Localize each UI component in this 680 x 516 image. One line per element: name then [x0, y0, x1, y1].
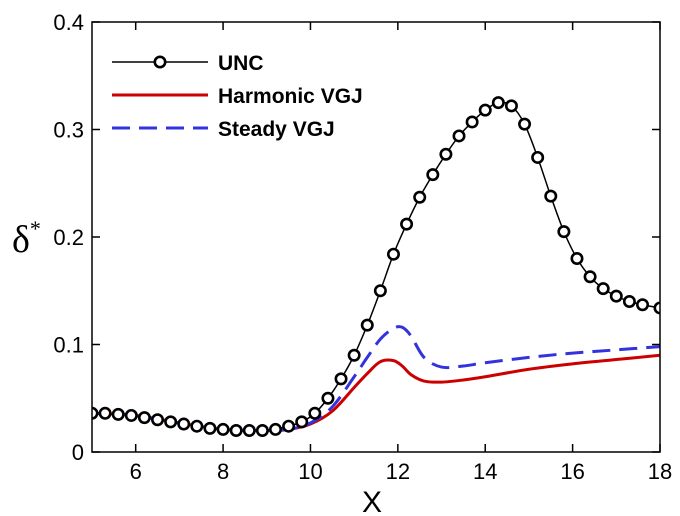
y-tick-label: 0.1 [53, 333, 84, 358]
data-point-unc [336, 374, 346, 384]
data-point-unc [559, 226, 569, 236]
x-tick-label: 16 [560, 459, 584, 484]
data-point-unc [283, 421, 293, 431]
x-tick-label: 18 [648, 459, 672, 484]
data-point-unc [480, 105, 490, 115]
data-point-unc [165, 417, 175, 427]
data-point-unc [244, 425, 254, 435]
x-tick-label: 8 [217, 459, 229, 484]
data-point-unc [310, 408, 320, 418]
data-point-unc [349, 350, 359, 360]
data-point-unc [441, 149, 451, 159]
data-point-unc [493, 97, 503, 107]
data-point-unc [572, 253, 582, 263]
x-tick-label: 6 [130, 459, 142, 484]
data-point-unc [179, 419, 189, 429]
data-point-unc [139, 412, 149, 422]
data-point-unc [414, 192, 424, 202]
data-point-unc [323, 393, 333, 403]
data-point-unc [428, 169, 438, 179]
data-point-unc [637, 300, 647, 310]
x-tick-label: 12 [386, 459, 410, 484]
data-point-unc [375, 286, 385, 296]
legend-label-harmonic-vgj: Harmonic VGJ [218, 85, 363, 108]
y-axis-label-main: δ [12, 219, 30, 261]
data-point-unc [388, 249, 398, 259]
y-tick-label: 0.4 [53, 10, 84, 35]
data-point-unc [401, 219, 411, 229]
data-point-unc [152, 415, 162, 425]
y-tick-label: 0 [72, 440, 84, 465]
legend-label-unc: UNC [218, 52, 264, 75]
data-point-unc [546, 191, 556, 201]
legend: UNC Harmonic VGJ Steady VGJ [112, 52, 363, 141]
data-point-unc [598, 283, 608, 293]
data-point-unc [467, 117, 477, 127]
data-point-unc [192, 421, 202, 431]
data-point-unc [270, 424, 280, 434]
y-axis-label-superscript: * [30, 216, 41, 241]
y-tick-label: 0.2 [53, 225, 84, 250]
data-point-unc [100, 408, 110, 418]
y-tick-label: 0.3 [53, 118, 84, 143]
x-tick-label: 14 [473, 459, 497, 484]
plot-series-group [87, 97, 665, 435]
data-point-unc [454, 131, 464, 141]
data-point-unc [585, 272, 595, 282]
data-point-unc [257, 425, 267, 435]
x-tick-label: 10 [298, 459, 322, 484]
legend-marker-unc [155, 57, 165, 67]
axes-group [92, 22, 660, 452]
plot-frame [92, 22, 660, 452]
data-point-unc [519, 119, 529, 129]
data-point-unc [231, 425, 241, 435]
legend-label-steady-vgj: Steady VGJ [218, 118, 335, 141]
data-point-unc [532, 152, 542, 162]
data-point-unc [611, 291, 621, 301]
data-point-unc [218, 424, 228, 434]
y-axis-label: δ* [12, 216, 41, 261]
data-point-unc [506, 101, 516, 111]
series-line-harmonic-vgj [92, 355, 660, 430]
series-line-unc [92, 102, 660, 430]
data-point-unc [624, 296, 634, 306]
data-point-unc [205, 423, 215, 433]
x-axis-label: X [362, 486, 382, 516]
series-line-steady-vgj [92, 327, 660, 431]
data-point-unc [362, 320, 372, 330]
data-point-unc [297, 417, 307, 427]
data-point-unc [113, 409, 123, 419]
data-point-unc [126, 410, 136, 420]
